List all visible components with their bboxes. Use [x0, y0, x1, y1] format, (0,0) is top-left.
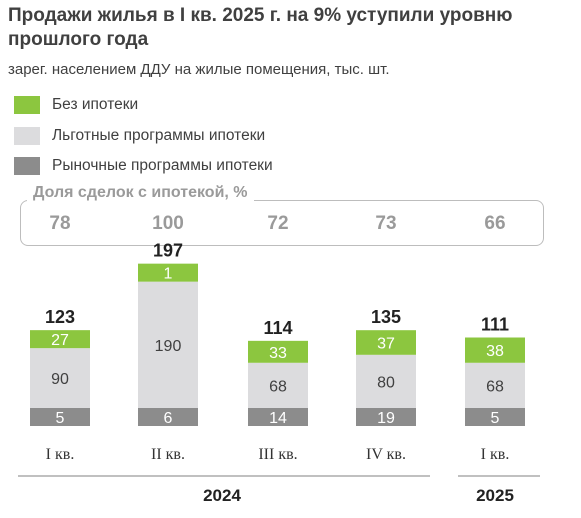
bar-total-label: 135 [371, 307, 401, 327]
bar-segment [465, 362, 525, 408]
mortgage-share-value: 100 [152, 213, 184, 234]
bar-segment [465, 337, 525, 363]
legend-item-no-mortgage: Без ипотеки [14, 95, 138, 115]
category-label: III кв. [258, 446, 297, 463]
bar-value-label: 5 [56, 410, 65, 427]
legend-label-market-mortgage: Рыночные программы ипотеки [52, 157, 273, 174]
bar-total-label: 111 [481, 315, 509, 335]
bar-value-label: 5 [491, 410, 500, 427]
category-label: IV кв. [366, 446, 406, 463]
bar-segment [30, 408, 90, 426]
bar-value-label: 37 [377, 335, 395, 352]
bar-value-label: 90 [51, 371, 69, 388]
bar-value-label: 33 [269, 345, 287, 362]
mortgage-share-title: Доля сделок с ипотекой, % [27, 184, 254, 202]
category-label: I кв. [481, 446, 510, 463]
bar-total-label: 123 [45, 307, 75, 327]
mortgage-share-value: 66 [484, 213, 506, 234]
category-label: II кв. [151, 446, 185, 463]
legend-label-no-mortgage: Без ипотеки [52, 96, 139, 113]
legend-swatch-preferential-mortgage [14, 127, 40, 145]
legend-swatch-market-mortgage [14, 157, 40, 175]
bar-segment [465, 408, 525, 426]
bar-value-label: 6 [164, 410, 173, 427]
mortgage-share-box [20, 200, 544, 246]
legend-swatch-no-mortgage [14, 96, 40, 114]
legend-label-preferential-mortgage: Льготные программы ипотеки [52, 127, 266, 144]
bar-value-label: 80 [377, 374, 395, 391]
mortgage-share-value: 78 [49, 213, 71, 234]
bar-total-label: 114 [263, 318, 292, 338]
group-label: 2025 [476, 486, 514, 505]
bar-value-label: 190 [155, 338, 182, 355]
bar-segment [138, 263, 198, 282]
mortgage-share-value: 73 [375, 213, 397, 234]
bar-segment [30, 348, 90, 408]
legend-item-preferential-mortgage: Льготные программы ипотеки [14, 126, 265, 146]
bar-value-label: 38 [486, 343, 504, 360]
chart-subtitle: зарег. населением ДДУ на жилые помещения… [8, 61, 390, 78]
bar-segment [248, 362, 308, 408]
bar-segment [356, 354, 416, 408]
bar-segment [138, 281, 198, 408]
mortgage-share-value: 72 [267, 213, 289, 234]
bar-segment [248, 408, 308, 426]
bar-value-label: 68 [486, 378, 504, 395]
bar-segment [356, 330, 416, 355]
bar-segment [248, 340, 308, 363]
bar-total-label: 197 [153, 241, 183, 261]
legend-item-market-mortgage: Рыночные программы ипотеки [14, 156, 273, 176]
group-label: 2024 [203, 486, 241, 505]
bar-segment [30, 330, 90, 349]
bar-segment [356, 408, 416, 426]
bar-value-label: 14 [269, 410, 287, 427]
bar-value-label: 19 [377, 410, 395, 427]
bar-value-label: 68 [269, 378, 287, 395]
bar-segment [138, 408, 198, 426]
chart-title: Продажи жилья в I кв. 2025 г. на 9% усту… [8, 5, 513, 50]
bar-value-label: 1 [164, 266, 173, 283]
bar-value-label: 27 [51, 332, 69, 349]
category-label: I кв. [46, 446, 75, 463]
